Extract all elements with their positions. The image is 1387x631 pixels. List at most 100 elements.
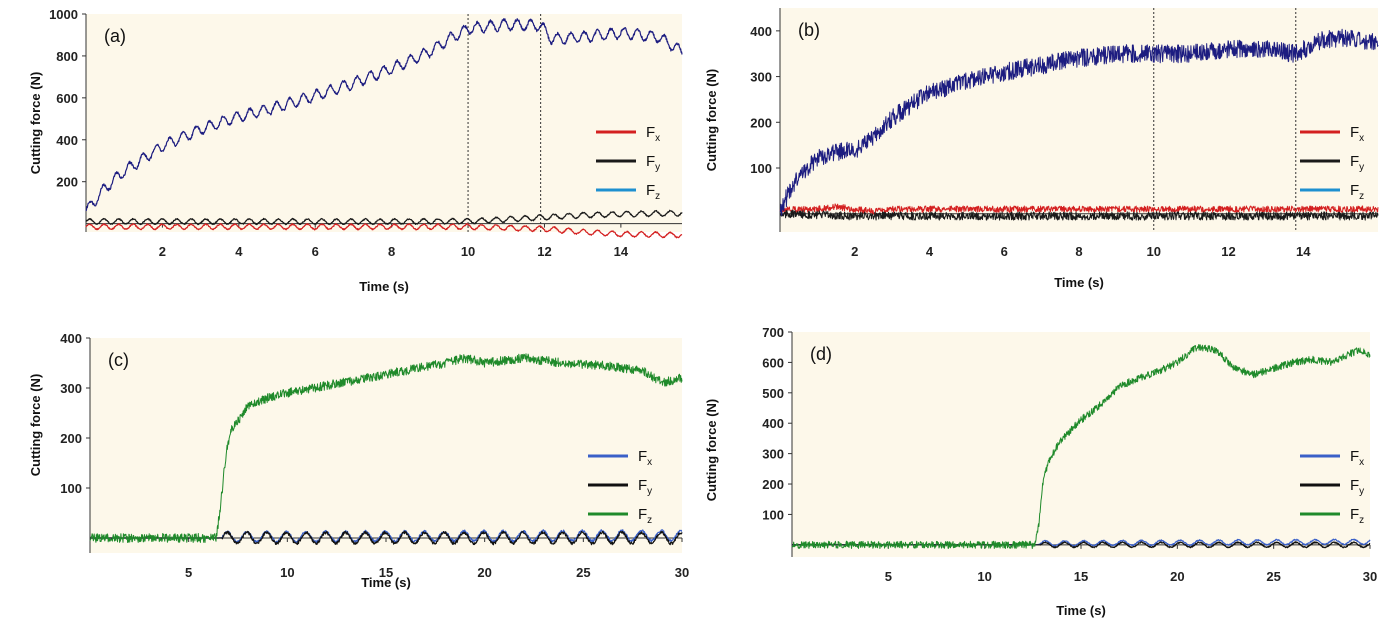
legend-label-subscript: y xyxy=(647,486,652,497)
y-tick-label: 200 xyxy=(56,175,78,190)
y-tick-label: 200 xyxy=(60,431,82,446)
x-tick-label: 10 xyxy=(977,569,991,584)
x-tick-label: 10 xyxy=(461,244,475,259)
panel-label: (c) xyxy=(108,350,129,370)
legend-label-base: F xyxy=(646,124,655,141)
legend-label-base: F xyxy=(1350,477,1359,494)
x-tick-label: 10 xyxy=(280,565,294,580)
x-tick-label: 2 xyxy=(851,244,858,259)
legend-label-base: F xyxy=(638,448,647,465)
series-line xyxy=(85,209,683,226)
y-tick-label: 600 xyxy=(762,355,784,370)
legend-label-base: F xyxy=(1350,182,1359,199)
legend-label-base: F xyxy=(638,477,647,494)
legend-label: Fy xyxy=(646,153,660,173)
y-tick-label: 100 xyxy=(750,161,772,176)
x-axis-label: Time (s) xyxy=(361,575,411,590)
y-tick-label: 500 xyxy=(762,386,784,401)
y-tick-label: 800 xyxy=(56,49,78,64)
x-tick-label: 2 xyxy=(159,244,166,259)
y-tick-label: 700 xyxy=(762,325,784,340)
x-axis-label: Time (s) xyxy=(359,279,409,294)
y-tick-label: 400 xyxy=(56,133,78,148)
series-line xyxy=(89,530,683,546)
y-tick-label: 200 xyxy=(762,477,784,492)
x-tick-label: 4 xyxy=(235,244,243,259)
y-tick-label: 300 xyxy=(60,381,82,396)
y-tick-label: 100 xyxy=(60,481,82,496)
x-tick-label: 14 xyxy=(614,244,629,259)
legend-label-subscript: z xyxy=(655,191,660,202)
plot-area xyxy=(86,14,682,232)
x-tick-label: 20 xyxy=(1170,569,1184,584)
x-tick-label: 12 xyxy=(537,244,551,259)
x-tick-label: 6 xyxy=(312,244,319,259)
series-line xyxy=(89,353,683,543)
legend-label-base: F xyxy=(646,153,655,170)
panel-label: (a) xyxy=(104,26,126,46)
legend-label: Fy xyxy=(638,477,652,497)
y-axis-label: Cutting force (N) xyxy=(28,374,43,477)
legend-label: Fx xyxy=(1350,448,1364,468)
legend-label-subscript: y xyxy=(1359,162,1364,173)
x-tick-label: 10 xyxy=(1147,244,1161,259)
x-tick-label: 12 xyxy=(1221,244,1235,259)
x-tick-label: 30 xyxy=(1363,569,1377,584)
legend-label: Fy xyxy=(1350,153,1364,173)
legend-label-base: F xyxy=(646,182,655,199)
y-axis-label: Cutting force (N) xyxy=(28,72,43,175)
series-line xyxy=(779,203,1379,215)
x-tick-label: 8 xyxy=(1075,244,1082,259)
legend-label-subscript: x xyxy=(1359,457,1364,468)
series-line xyxy=(85,18,683,212)
x-tick-label: 25 xyxy=(1266,569,1280,584)
legend-label: Fx xyxy=(638,448,652,468)
y-tick-label: 400 xyxy=(750,24,772,39)
legend-label-base: F xyxy=(1350,506,1359,523)
series-line xyxy=(85,223,683,239)
series-line xyxy=(791,344,1371,549)
legend-label-base: F xyxy=(1350,448,1359,465)
legend-label-subscript: y xyxy=(1359,486,1364,497)
x-tick-label: 15 xyxy=(379,565,393,580)
x-tick-label: 14 xyxy=(1296,244,1311,259)
y-axis-label: Cutting force (N) xyxy=(704,399,719,502)
legend-label: Fz xyxy=(1350,182,1364,202)
y-tick-label: 1000 xyxy=(49,7,78,22)
y-tick-label: 100 xyxy=(762,507,784,522)
x-tick-label: 4 xyxy=(926,244,934,259)
legend-label: Fy xyxy=(1350,477,1364,497)
legend-label: Fz xyxy=(638,506,652,526)
legend-label: Fz xyxy=(1350,506,1364,526)
legend-label-subscript: z xyxy=(1359,191,1364,202)
y-tick-label: 300 xyxy=(750,70,772,85)
x-tick-label: 8 xyxy=(388,244,395,259)
y-axis-label: Cutting force (N) xyxy=(704,69,719,172)
x-tick-label: 25 xyxy=(576,565,590,580)
x-axis-label: Time (s) xyxy=(1054,275,1104,290)
y-tick-label: 300 xyxy=(762,447,784,462)
plot-area xyxy=(780,8,1378,232)
legend-label-base: F xyxy=(638,506,647,523)
panel-label: (b) xyxy=(798,20,820,40)
plot-area xyxy=(90,338,682,553)
series-line xyxy=(779,28,1379,216)
legend-label: Fx xyxy=(646,124,660,144)
legend-label: Fx xyxy=(1350,124,1364,144)
x-tick-label: 15 xyxy=(1074,569,1088,584)
y-tick-label: 400 xyxy=(762,416,784,431)
legend-label-base: F xyxy=(1350,153,1359,170)
y-tick-label: 600 xyxy=(56,91,78,106)
legend-label-subscript: z xyxy=(647,515,652,526)
legend-label: Fz xyxy=(646,182,660,202)
x-tick-label: 20 xyxy=(477,565,491,580)
